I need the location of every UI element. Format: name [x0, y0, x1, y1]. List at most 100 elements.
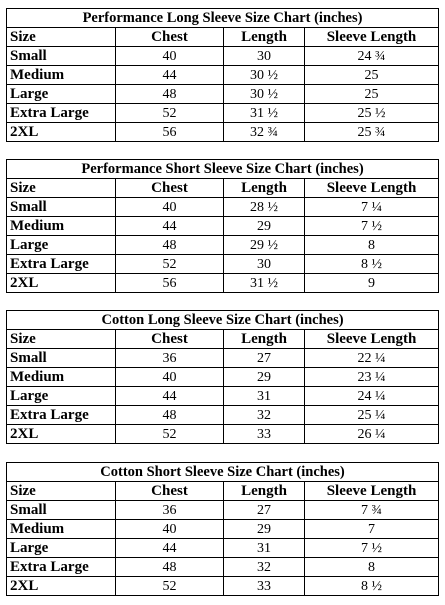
size-label: 2XL: [6, 424, 116, 444]
chest-value: 40: [115, 519, 224, 539]
length-value: 32: [223, 557, 305, 577]
table-row: 2XL 56 31 ½ 9: [6, 273, 440, 293]
size-label: Medium: [6, 216, 116, 236]
header-length: Length: [223, 178, 305, 198]
size-label: Extra Large: [6, 557, 116, 577]
chest-value: 44: [115, 65, 224, 85]
header-sleeve-length: Sleeve Length: [304, 27, 439, 47]
sleeve-value: 8: [303, 557, 440, 577]
table-row: 2XL 52 33 26 ¼: [6, 424, 440, 444]
length-value: 30 ½: [223, 84, 305, 104]
chest-value: 52: [115, 576, 224, 596]
size-label: Large: [6, 84, 116, 104]
length-value: 33: [223, 424, 305, 444]
table-row: 2XL 52 33 8 ½: [6, 576, 440, 596]
length-value: 28 ½: [223, 197, 305, 217]
length-value: 32 ¾: [223, 122, 305, 142]
table-row: Medium 40 29 23 ¼: [6, 367, 440, 387]
sleeve-value: 8: [303, 235, 440, 255]
table-row: Small 36 27 7 ¾: [6, 500, 440, 520]
table-row: Small 40 30 24 ¾: [6, 46, 439, 66]
chest-value: 40: [115, 46, 224, 66]
header-chest: Chest: [115, 329, 224, 349]
table-row: Extra Large 52 31 ½ 25 ½: [6, 103, 439, 123]
table-title-row: Performance Long Sleeve Size Chart (inch…: [6, 8, 439, 28]
size-label: Small: [6, 197, 116, 217]
table-row: Large 48 29 ½ 8: [6, 235, 440, 255]
table-row: Large 44 31 7 ½: [6, 538, 440, 558]
table-row: Large 44 31 24 ¼: [6, 386, 440, 406]
sleeve-value: 25 ½: [304, 103, 439, 123]
chest-value: 40: [115, 197, 224, 217]
sleeve-value: 7 ¼: [303, 197, 440, 217]
table-header-row: Size Chest Length Sleeve Length: [6, 481, 440, 501]
length-value: 32: [223, 405, 305, 425]
table-title-row: Cotton Long Sleeve Size Chart (inches): [5, 310, 440, 330]
table-row: Large 48 30 ½ 25: [6, 84, 439, 104]
sleeve-value: 7 ½: [303, 538, 440, 558]
sleeve-value: 23 ¼: [303, 367, 440, 387]
header-chest: Chest: [115, 178, 224, 198]
chest-value: 36: [115, 500, 224, 520]
sleeve-value: 26 ¼: [303, 424, 440, 444]
length-value: 31: [223, 538, 305, 558]
length-value: 29: [223, 216, 305, 236]
length-value: 30 ½: [223, 65, 305, 85]
size-label: Small: [6, 46, 116, 66]
size-label: Medium: [6, 65, 116, 85]
header-sleeve-length: Sleeve Length: [303, 178, 440, 198]
length-value: 29 ½: [223, 235, 305, 255]
table-row: Small 36 27 22 ¼: [6, 348, 440, 368]
chest-value: 44: [115, 386, 224, 406]
chest-value: 56: [115, 122, 224, 142]
table-row: 2XL 56 32 ¾ 25 ¾: [6, 122, 439, 142]
size-chart-table: Cotton Short Sleeve Size Chart (inches) …: [5, 462, 440, 596]
size-label: Extra Large: [6, 103, 116, 123]
length-value: 30: [223, 254, 305, 274]
chest-value: 48: [115, 557, 224, 577]
table-title: Cotton Long Sleeve Size Chart (inches): [5, 310, 440, 330]
size-label: Large: [6, 235, 116, 255]
sleeve-value: 9: [303, 273, 440, 293]
sleeve-value: 25 ¾: [304, 122, 439, 142]
sleeve-value: 25 ¼: [303, 405, 440, 425]
sleeve-value: 8 ½: [303, 576, 440, 596]
chest-value: 44: [115, 538, 224, 558]
length-value: 31 ½: [223, 103, 305, 123]
length-value: 27: [223, 348, 305, 368]
chest-value: 52: [115, 103, 224, 123]
chest-value: 48: [115, 84, 224, 104]
table-header-row: Size Chest Length Sleeve Length: [6, 329, 440, 349]
chest-value: 36: [115, 348, 224, 368]
size-chart-table: Performance Short Sleeve Size Chart (inc…: [5, 159, 440, 293]
table-title-row: Cotton Short Sleeve Size Chart (inches): [5, 462, 440, 482]
length-value: 30: [223, 46, 305, 66]
chest-value: 52: [115, 254, 224, 274]
size-label: 2XL: [6, 576, 116, 596]
sleeve-value: 7 ½: [303, 216, 440, 236]
chest-value: 40: [115, 367, 224, 387]
chest-value: 44: [115, 216, 224, 236]
sleeve-value: 7 ¾: [303, 500, 440, 520]
table-title-row: Performance Short Sleeve Size Chart (inc…: [5, 159, 440, 179]
sleeve-value: 8 ½: [303, 254, 440, 274]
table-row: Small 40 28 ½ 7 ¼: [6, 197, 440, 217]
table-header-row: Size Chest Length Sleeve Length: [6, 27, 439, 47]
chest-value: 48: [115, 405, 224, 425]
size-label: Extra Large: [6, 254, 116, 274]
table-header-row: Size Chest Length Sleeve Length: [6, 178, 440, 198]
header-size: Size: [6, 481, 116, 501]
header-sleeve-length: Sleeve Length: [303, 481, 440, 501]
size-label: 2XL: [6, 122, 116, 142]
chest-value: 48: [115, 235, 224, 255]
length-value: 29: [223, 367, 305, 387]
size-label: Extra Large: [6, 405, 116, 425]
size-label: Medium: [6, 519, 116, 539]
size-label: Small: [6, 500, 116, 520]
chest-value: 52: [115, 424, 224, 444]
table-row: Extra Large 48 32 25 ¼: [6, 405, 440, 425]
length-value: 27: [223, 500, 305, 520]
size-label: Medium: [6, 367, 116, 387]
chest-value: 56: [115, 273, 224, 293]
sleeve-value: 22 ¼: [303, 348, 440, 368]
